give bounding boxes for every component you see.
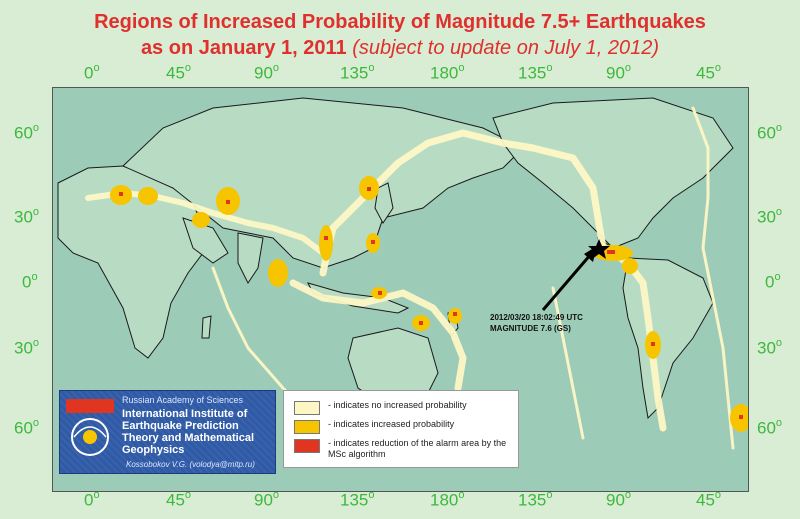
left-lat-label-2: 0o (22, 271, 38, 292)
institution-name: International Institute of Earthquake Pr… (122, 408, 255, 456)
reduction-hindu-kush (226, 200, 230, 204)
left-lat-label-0: 60o (14, 122, 40, 143)
reduction-central-america (607, 250, 615, 254)
title-update-note: (subject to update on July 1, 2012) (352, 37, 660, 59)
landmass-india (237, 232, 264, 284)
reduction-mediterranean (119, 192, 123, 196)
reduction-south-sandwich (739, 415, 743, 419)
zone-colombia (622, 258, 638, 274)
left-lat-label-4: 60o (14, 417, 40, 438)
belt-pacific-ring (289, 279, 467, 392)
belt-atlantic-ridge (691, 106, 735, 450)
reduction-chile (651, 342, 655, 346)
bottom-lon-label-7: 45o (696, 489, 722, 510)
legend-swatch-reduction (294, 439, 320, 453)
right-lat-label-4: 60o (757, 417, 783, 438)
belt-eurasia (85, 190, 326, 256)
right-lat-label-3: 30o (757, 337, 783, 358)
legend-item-increased: - indicates increased probability (294, 419, 454, 434)
top-lon-label-5: 135o (518, 62, 553, 83)
belt-east-pacific-rise (551, 286, 585, 440)
top-lon-label-1: 45o (166, 62, 192, 83)
legend: - indicates no increased probability - i… (283, 390, 519, 468)
top-lon-label-6: 90o (606, 62, 632, 83)
bottom-lon-label-5: 135o (518, 489, 553, 510)
left-lat-label-3: 30o (14, 337, 40, 358)
top-lon-label-2: 90o (254, 62, 280, 83)
event-arrow-line (541, 253, 593, 311)
bottom-lon-label-1: 45o (166, 489, 192, 510)
institution-box: Russian Academy of Sciences Internationa… (59, 390, 276, 474)
top-lon-label-0: 0o (84, 62, 100, 83)
title-line-2: as on January 1, 2011 (subject to update… (0, 36, 800, 60)
legend-label-increased: - indicates increased probability (328, 419, 455, 429)
event-time: 2012/03/20 18:02:49 UTC (490, 313, 583, 322)
reduction-philippines (324, 236, 328, 240)
bottom-lon-label-3: 135o (340, 489, 375, 510)
top-lon-label-3: 135o (340, 62, 375, 83)
academy-name: Russian Academy of Sciences (122, 395, 244, 405)
right-lat-label-2: 0o (765, 271, 781, 292)
right-lat-label-0: 60o (757, 122, 783, 143)
title-line-1: Regions of Increased Probability of Magn… (94, 11, 706, 33)
reduction-izu-bonin (371, 240, 375, 244)
legend-swatch-increased (294, 420, 320, 434)
landmass-south-america (622, 257, 714, 420)
landmass-asia (122, 97, 524, 269)
landmass-arabia (182, 217, 229, 264)
title-date: as on January 1, 2011 (140, 37, 347, 59)
legend-label-reduction: - indicates reduction of the alarm area … (328, 438, 507, 459)
reduction-tonga (453, 312, 457, 316)
bottom-lon-label-2: 90o (254, 489, 280, 510)
institute-logo-icon (66, 399, 114, 456)
zone-iran (192, 212, 210, 228)
author-credit: Kossobokov V.G. (volodya@mitp.ru) (126, 460, 255, 469)
top-lon-label-4: 180o (430, 62, 465, 83)
zone-taiwan-philippines (319, 225, 333, 261)
bottom-lon-label-0: 0o (84, 489, 100, 510)
legend-item-no-increase: - indicates no increased probability (294, 400, 467, 415)
bottom-lon-label-4: 180o (430, 489, 465, 510)
reduction-banda (378, 291, 382, 295)
top-lon-label-7: 45o (696, 62, 722, 83)
reduction-vanuatu (419, 321, 423, 325)
landmass-japan (374, 182, 394, 224)
event-magnitude: MAGNITUDE 7.6 (GS) (490, 324, 571, 333)
event-label: 2012/03/20 18:02:49 UTC MAGNITUDE 7.6 (G… (490, 312, 583, 334)
star-icon (588, 239, 610, 259)
legend-item-reduction: - indicates reduction of the alarm area … (294, 438, 508, 460)
world-map-svg (57, 97, 748, 450)
zone-aegean (138, 187, 158, 205)
zone-sumatra (268, 259, 288, 287)
legend-label-no-increase: - indicates no increased probability (328, 400, 467, 410)
right-lat-label-1: 30o (757, 206, 783, 227)
legend-swatch-no-increase (294, 401, 320, 415)
reduction-kuril (367, 187, 371, 191)
landmass-madagascar (201, 315, 212, 339)
left-lat-label-1: 30o (14, 206, 40, 227)
bottom-lon-label-6: 90o (606, 489, 632, 510)
landmass-north-america (492, 97, 734, 249)
belt-west-pacific (319, 129, 667, 432)
